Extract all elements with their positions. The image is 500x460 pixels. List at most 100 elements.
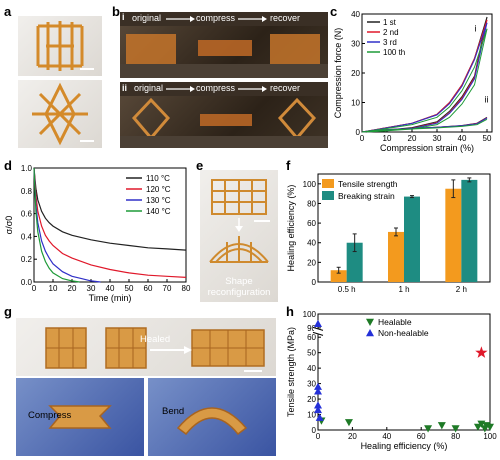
axis-break-gap xyxy=(314,328,322,335)
triangle-down-point xyxy=(486,423,494,431)
y-tick-label: 60 xyxy=(307,219,316,228)
series-curve xyxy=(33,167,187,278)
triangle-down-point xyxy=(451,425,460,433)
x-tick-label: 60 xyxy=(417,432,426,441)
panel-label-f: f xyxy=(286,158,291,173)
triangle-down-point xyxy=(424,425,433,433)
series-loading-curve xyxy=(361,19,488,133)
compression-strip-i xyxy=(120,12,328,78)
compression-strip-ii xyxy=(120,82,328,148)
series-loading-curve xyxy=(361,28,488,133)
compression-strip-i-illustration xyxy=(120,12,328,78)
y-tick-label: 10 xyxy=(351,99,360,108)
y-axis-label: σ/σ0 xyxy=(4,216,14,235)
series-loading-curve xyxy=(361,16,488,133)
legend-label: Non-healable xyxy=(378,328,429,338)
y-tick-label: 0.4 xyxy=(21,232,33,241)
bar xyxy=(461,179,478,282)
x-tick-label: 40 xyxy=(106,284,115,293)
y-tick-label: 20 xyxy=(307,395,316,404)
bend-illustration xyxy=(176,407,248,436)
triangle-up-point xyxy=(315,413,324,421)
shape-reconfiguration-caption: Shape reconfiguration xyxy=(207,276,271,298)
x-tick-label: 1 h xyxy=(398,285,409,294)
panel-label-a: a xyxy=(4,4,12,19)
x-tick-label: 70 xyxy=(163,284,172,293)
y-tick-label: 0.2 xyxy=(21,255,33,264)
bar xyxy=(404,196,420,282)
y-tick-label: 90 xyxy=(307,324,316,333)
x-axis-label: Time (min) xyxy=(89,293,132,303)
healing-illustration xyxy=(45,327,265,372)
x-tick-label: 30 xyxy=(433,134,442,143)
strip-i-step-compress: compress xyxy=(196,13,236,23)
panel-label-h: h xyxy=(286,304,294,319)
legend-label: 1 st xyxy=(383,18,397,27)
y-tick-label: 30 xyxy=(307,380,316,389)
y-tick-label: 100 xyxy=(303,180,317,189)
y-tick-label: 1.0 xyxy=(21,164,33,173)
panel-label-c: c xyxy=(330,4,338,19)
strip-ii-step-recover: recover xyxy=(270,83,301,93)
legend-label: 3 rd xyxy=(383,38,397,47)
x-tick-label: 80 xyxy=(451,432,460,441)
x-tick-label: 2 h xyxy=(456,285,467,294)
y-tick-label: 0.6 xyxy=(21,210,33,219)
x-tick-label: 30 xyxy=(87,284,96,293)
y-axis-label: Healing efficiency (%) xyxy=(286,185,296,272)
y-tick-label: 60 xyxy=(307,333,316,342)
healing-photo xyxy=(16,318,276,376)
lattice-cube-photo xyxy=(18,16,102,76)
triangle-up-point xyxy=(314,387,322,395)
legend-label: 100 th xyxy=(383,48,405,57)
legend-label: 2 nd xyxy=(383,28,399,37)
x-tick-label: 20 xyxy=(348,432,357,441)
y-tick-label: 40 xyxy=(307,364,316,373)
series-curve xyxy=(33,167,101,283)
strip-ii-step-original: original xyxy=(134,83,164,93)
y-tick-label: 0.8 xyxy=(21,187,33,196)
y-tick-label: 20 xyxy=(351,69,360,78)
legend-label: 110 °C xyxy=(146,174,170,183)
triangle-down-point xyxy=(473,423,482,431)
compress-label: Compress xyxy=(28,410,72,421)
x-tick-label: 50 xyxy=(483,134,492,143)
legend-swatch xyxy=(322,179,334,188)
series-unloading-curve xyxy=(366,28,488,133)
x-tick-label: 20 xyxy=(408,134,417,143)
bend-photo xyxy=(148,378,276,456)
bar xyxy=(388,231,404,282)
series-loading-curve xyxy=(361,22,488,133)
bend-label: Bend xyxy=(162,406,185,417)
x-tick-label: 40 xyxy=(382,432,391,441)
panel-label-e: e xyxy=(196,158,204,173)
triangle-up-point xyxy=(314,382,322,390)
legend-label: 140 °C xyxy=(146,207,171,216)
stress-relaxation-chart: 0 10 20 30 40 50 60 70 80 0.0 0.2 0.4 0.6 0.8 1.0 Time … xyxy=(4,164,191,303)
y-tick-label: 100 xyxy=(303,310,317,319)
compress-photo xyxy=(16,378,144,456)
strip-ii-roman: ii xyxy=(122,83,128,93)
legend-label: Tensile strength xyxy=(338,179,398,189)
x-tick-label: 0 xyxy=(360,134,365,143)
x-axis-label: Compression strain (%) xyxy=(380,143,474,153)
curve-annotation: i xyxy=(475,24,477,34)
series-curve xyxy=(33,167,80,283)
strip-i-step-original: original xyxy=(132,13,162,23)
healed-label: Healed xyxy=(140,334,171,345)
triangle-up-point xyxy=(314,319,322,327)
x-tick-label: 0.5 h xyxy=(338,285,356,294)
triangle-down-point xyxy=(344,419,353,427)
x-axis-label: Healing efficiency (%) xyxy=(361,441,448,451)
series-ii-curve xyxy=(361,118,488,133)
legend-label: 120 °C xyxy=(146,185,171,194)
legend-label: 130 °C xyxy=(146,196,171,205)
y-tick-label: 0 xyxy=(356,128,361,137)
bar xyxy=(445,188,462,282)
legend-label: Healable xyxy=(378,317,412,327)
y-tick-label: 80 xyxy=(307,199,316,208)
y-tick-label: 10 xyxy=(307,411,316,420)
x-tick-label: 0 xyxy=(316,432,321,441)
